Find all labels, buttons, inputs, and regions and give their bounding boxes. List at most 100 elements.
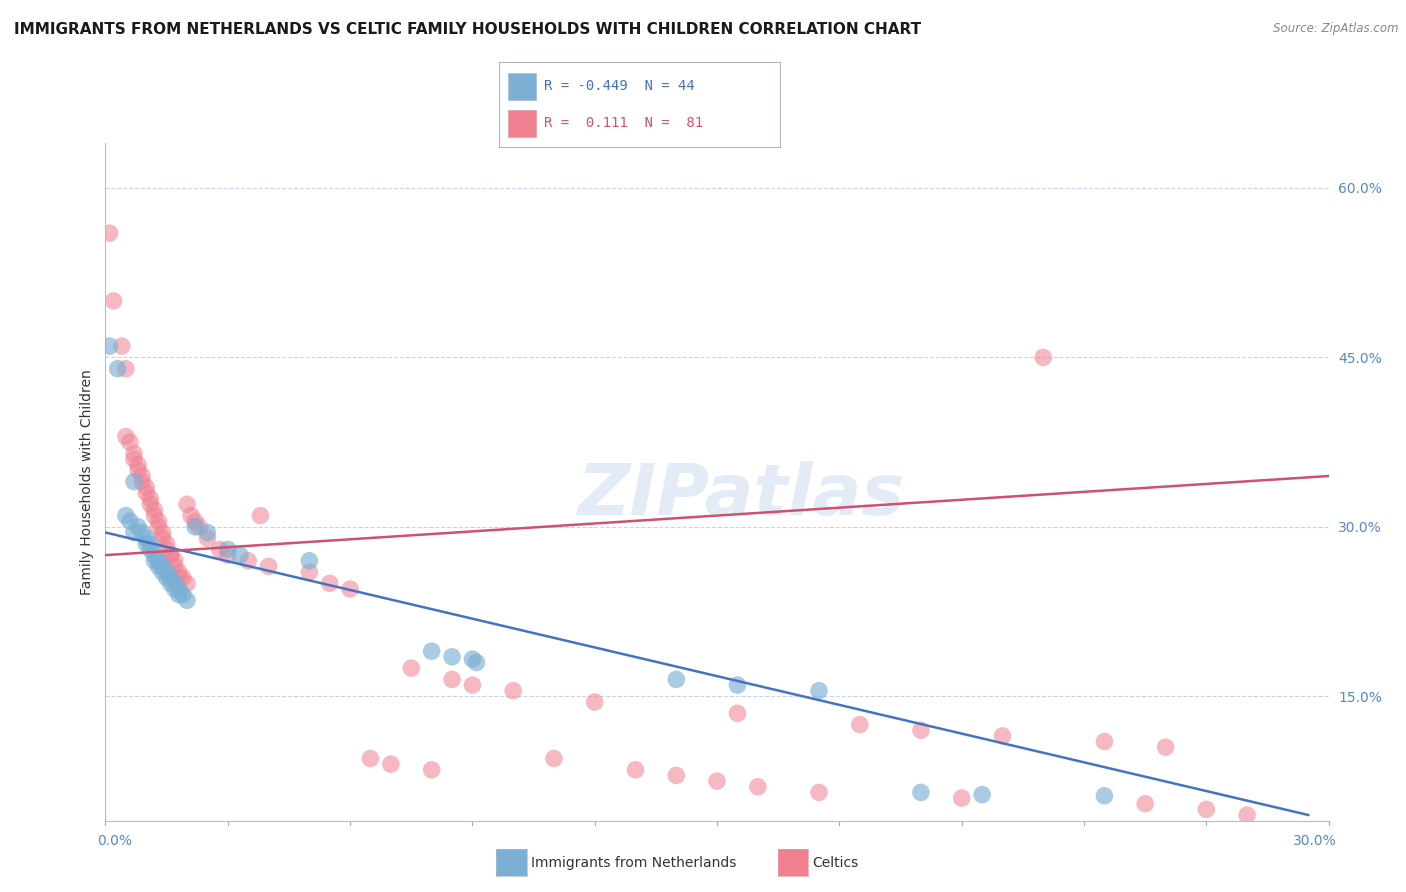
Point (665, 768, 688, 782)
Point (318, 576, 342, 591)
Point (420, 763, 443, 777)
Point (135, 531, 157, 545)
Point (122, 452, 145, 467)
Point (217, 542, 239, 557)
Point (208, 542, 231, 557)
Point (152, 565, 174, 579)
Point (441, 673, 464, 687)
Point (152, 559, 174, 574)
Bar (508, 110, 536, 137)
Point (461, 652, 484, 666)
Point (143, 554, 166, 568)
Point (148, 520, 170, 534)
Point (257, 559, 280, 574)
Point (156, 537, 179, 551)
Text: R =  0.111  N =  81: R = 0.111 N = 81 (544, 117, 703, 130)
Point (156, 571, 179, 585)
Point (217, 548, 239, 562)
Point (197, 531, 219, 545)
Point (298, 554, 321, 568)
Point (127, 458, 149, 472)
Point (461, 678, 484, 692)
Point (122, 446, 145, 460)
Point (167, 571, 190, 585)
Point (502, 683, 524, 698)
Point (249, 508, 271, 523)
Point (118, 435, 141, 450)
Point (135, 537, 157, 551)
Point (167, 565, 190, 579)
Point (339, 582, 361, 596)
Point (465, 656, 488, 670)
Point (143, 508, 166, 523)
Point (139, 497, 162, 511)
Point (115, 508, 138, 523)
Point (172, 588, 194, 602)
Point (236, 554, 260, 568)
Text: 0.0%: 0.0% (97, 834, 132, 848)
Point (176, 593, 198, 607)
Point (1154, 740, 1177, 755)
Point (127, 463, 149, 477)
Text: ZIPatlas: ZIPatlas (578, 461, 905, 530)
Point (159, 548, 181, 562)
Text: 30.0%: 30.0% (1294, 834, 1337, 848)
Point (159, 571, 181, 585)
Point (807, 785, 830, 799)
Point (115, 429, 138, 443)
Point (135, 486, 157, 500)
Bar (508, 72, 536, 100)
Point (747, 780, 769, 794)
Point (910, 723, 932, 738)
Point (401, 661, 423, 675)
Point (180, 508, 202, 523)
Point (103, 293, 125, 308)
Point (910, 785, 932, 799)
Point (950, 791, 973, 805)
Point (1032, 351, 1054, 365)
Point (727, 706, 749, 721)
Point (167, 582, 190, 596)
Point (148, 559, 170, 574)
Point (152, 525, 174, 540)
Point (583, 695, 606, 709)
Y-axis label: Family Households with Children: Family Households with Children (80, 368, 94, 595)
Point (156, 542, 179, 557)
Text: R = -0.449  N = 44: R = -0.449 N = 44 (544, 79, 695, 93)
Point (172, 571, 194, 585)
Point (543, 751, 565, 765)
Point (184, 514, 207, 528)
Point (188, 520, 211, 534)
Point (148, 514, 170, 528)
Point (1133, 797, 1156, 811)
Point (441, 649, 464, 664)
Point (143, 548, 166, 562)
Point (420, 644, 443, 658)
Text: Source: ZipAtlas.com: Source: ZipAtlas.com (1274, 22, 1399, 36)
Point (167, 588, 190, 602)
Point (131, 469, 153, 483)
Point (1092, 734, 1115, 748)
Point (131, 475, 153, 489)
Point (131, 525, 153, 540)
Point (98, 339, 121, 353)
Point (163, 559, 186, 574)
Point (156, 565, 179, 579)
Point (1236, 808, 1258, 822)
Point (807, 683, 830, 698)
Point (1195, 802, 1218, 816)
Point (159, 548, 181, 562)
Point (727, 678, 749, 692)
Point (991, 729, 1014, 743)
Point (143, 503, 166, 517)
Point (706, 774, 728, 789)
Point (135, 480, 157, 494)
Point (298, 565, 321, 579)
Point (159, 576, 181, 591)
Point (970, 788, 993, 802)
Point (107, 361, 129, 376)
Point (176, 497, 198, 511)
Point (163, 582, 186, 596)
Point (122, 475, 145, 489)
Point (1092, 789, 1115, 803)
